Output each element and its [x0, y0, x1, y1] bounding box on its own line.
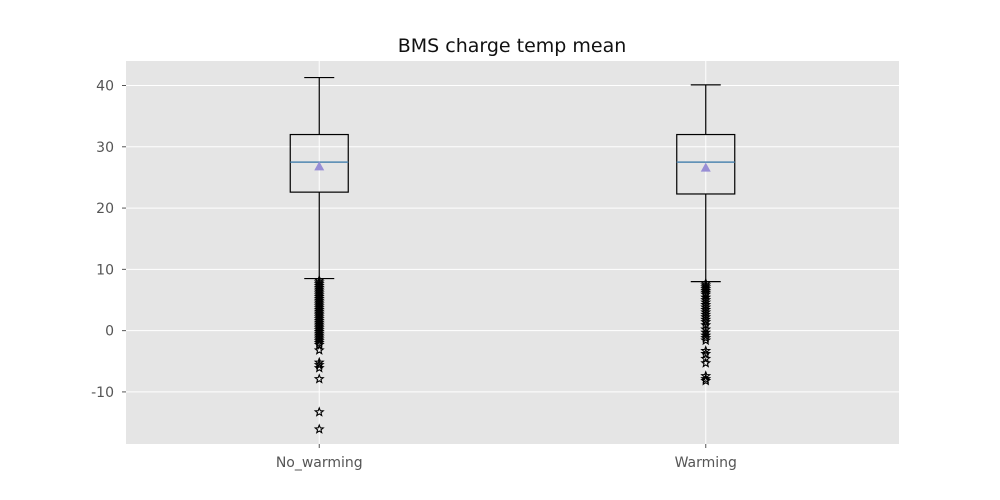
outlier-point: [313, 335, 325, 346]
outlier-point: [313, 344, 325, 355]
outlier-point: [313, 359, 325, 370]
iqr-box: [676, 133, 736, 195]
box-group: [676, 84, 736, 386]
outlier-point: [700, 332, 712, 343]
mean-marker: [700, 162, 711, 172]
outlier-point: [700, 353, 712, 364]
outlier-point: [313, 423, 325, 434]
outlier-point: [700, 373, 712, 384]
plot-background: [126, 61, 899, 444]
outlier-point: [700, 375, 712, 386]
x-tick-label: No_warming: [276, 455, 363, 471]
box-group: [289, 76, 349, 434]
outlier-point: [700, 334, 712, 346]
y-tick-label: 30: [96, 140, 114, 156]
outlier-point: [313, 373, 325, 384]
outlier-point: [313, 406, 325, 417]
y-tick-label: 10: [96, 262, 114, 278]
y-tick-label: -10: [91, 385, 114, 401]
y-tick-label: 40: [96, 79, 114, 95]
outlier-point: [700, 345, 712, 356]
outlier-point: [313, 362, 325, 373]
chart-title: BMS charge temp mean: [398, 35, 627, 57]
x-tick-label: Warming: [675, 455, 737, 471]
y-tick-label: 20: [96, 201, 114, 217]
outlier-point: [700, 357, 712, 368]
mean-marker: [314, 161, 325, 171]
iqr-box: [289, 133, 349, 193]
y-tick-label: 0: [105, 324, 114, 340]
